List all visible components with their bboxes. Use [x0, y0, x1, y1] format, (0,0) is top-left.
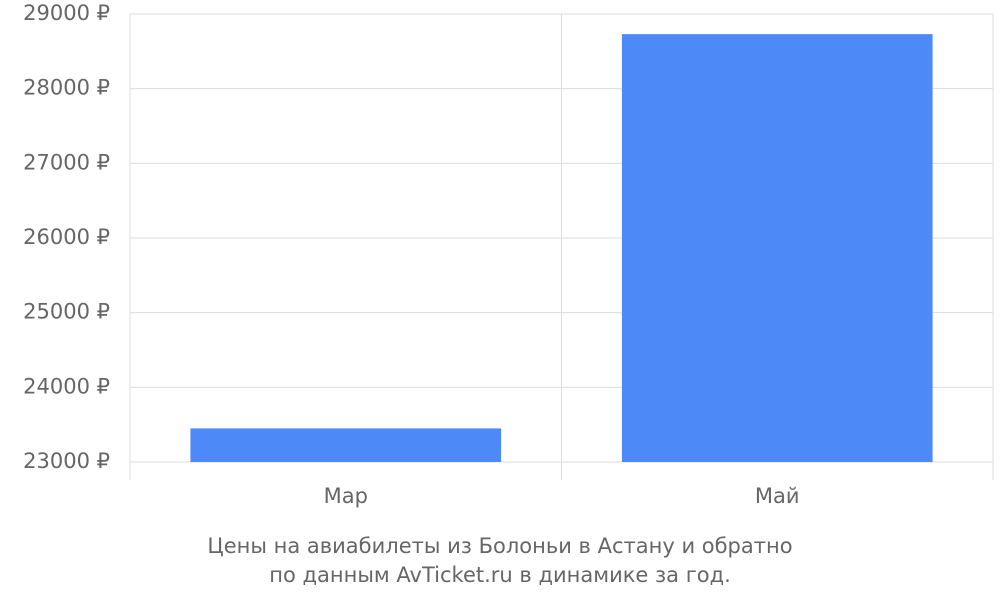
chart-subtitle: по данным AvTicket.ru в динамике за год. — [269, 563, 731, 587]
y-tick-label: 24000 ₽ — [23, 374, 110, 398]
y-tick-label: 25000 ₽ — [23, 300, 110, 324]
y-tick-label: 23000 ₽ — [23, 449, 110, 473]
y-tick-label: 27000 ₽ — [23, 150, 110, 174]
y-tick-label: 28000 ₽ — [23, 76, 110, 100]
x-tick-label: Мар — [324, 484, 368, 508]
y-tick-label: 29000 ₽ — [23, 1, 110, 25]
x-tick-label: Май — [755, 484, 800, 508]
y-tick-label: 26000 ₽ — [23, 225, 110, 249]
bar — [190, 428, 502, 462]
bar — [621, 34, 933, 462]
chart-title: Цены на авиабилеты из Болоньи в Астану и… — [207, 534, 792, 558]
